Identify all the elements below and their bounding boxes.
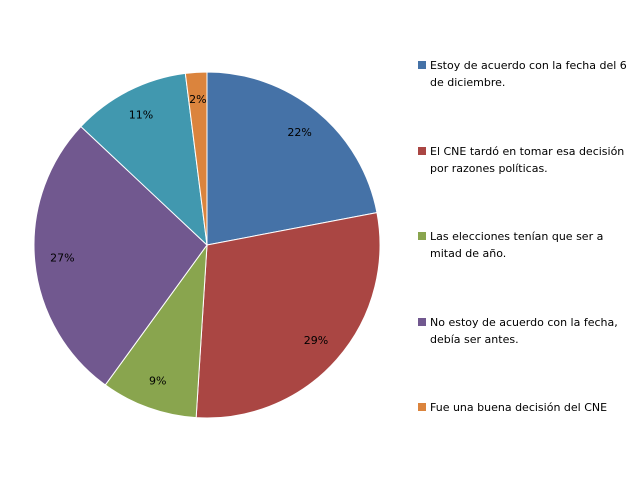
legend-entry: Las elecciones tenían que ser a mitad de… — [418, 228, 628, 262]
pie-slice — [33, 125, 208, 386]
data-label: 2% — [189, 93, 206, 106]
legend-entry: Estoy de acuerdo con la fecha del 6 de d… — [418, 57, 628, 91]
legend-swatch — [418, 232, 426, 240]
legend-entry: Fue una buena decisión del CNE — [418, 399, 628, 416]
legend-swatch — [418, 61, 426, 69]
pie-slice — [184, 71, 208, 246]
legend-label: Fue una buena decisión del CNE — [430, 401, 608, 414]
legend-label: El CNE tardó en tomar esa decisión por r… — [430, 144, 625, 175]
pie-slice — [80, 72, 208, 247]
data-label: 9% — [149, 375, 166, 388]
legend-swatch — [418, 317, 426, 326]
data-label: 22% — [287, 126, 311, 139]
pie-slice — [104, 243, 208, 419]
legend-label: Las elecciones tenían que ser a mitad de… — [430, 230, 604, 260]
data-label: 29% — [304, 334, 328, 347]
legend-label: Estoy de acuerdo con la fecha del 6 de d… — [430, 59, 627, 89]
data-label: 11% — [129, 109, 153, 122]
legend-swatch — [418, 146, 426, 155]
legend-entry: El CNE tardó en tomar esa decisión por r… — [418, 143, 628, 177]
pie-slice — [195, 211, 381, 419]
pie-slice — [206, 71, 378, 246]
legend-swatch — [418, 403, 426, 411]
legend-entry: No estoy de acuerdo con la fecha, debía … — [418, 314, 628, 348]
legend-label: No estoy de acuerdo con la fecha, debía … — [430, 315, 618, 346]
data-label: 27% — [50, 252, 74, 265]
